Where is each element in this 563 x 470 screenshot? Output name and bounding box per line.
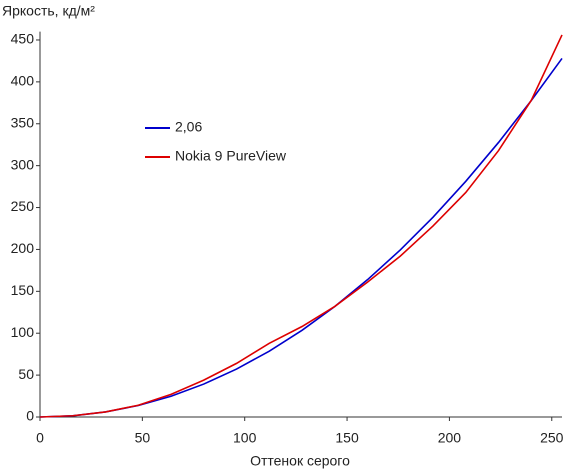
x-tick-label: 250 [540,430,563,446]
y-tick-label: 400 [11,73,35,89]
x-axis-label: Оттенок серого [250,453,350,469]
x-tick-label: 100 [233,430,257,446]
x-tick-label: 150 [335,430,359,446]
legend-label: Nokia 9 PureView [175,148,287,164]
y-tick-label: 450 [11,31,35,47]
series-line [39,57,563,418]
y-tick-label: 250 [11,198,35,214]
y-axis-label: Яркость, кд/м² [2,3,95,19]
y-tick-label: 150 [11,282,35,298]
y-tick-label: 100 [11,324,35,340]
y-tick-label: 350 [11,114,35,130]
legend-label: 2,06 [175,119,202,135]
x-tick-label: 50 [135,430,151,446]
y-tick-label: 200 [11,240,35,256]
x-tick-label: 200 [438,430,462,446]
y-tick-label: 0 [26,408,34,424]
y-tick-label: 300 [11,156,35,172]
y-tick-label: 50 [18,366,34,382]
x-tick-label: 0 [36,430,44,446]
series-line [39,34,563,418]
